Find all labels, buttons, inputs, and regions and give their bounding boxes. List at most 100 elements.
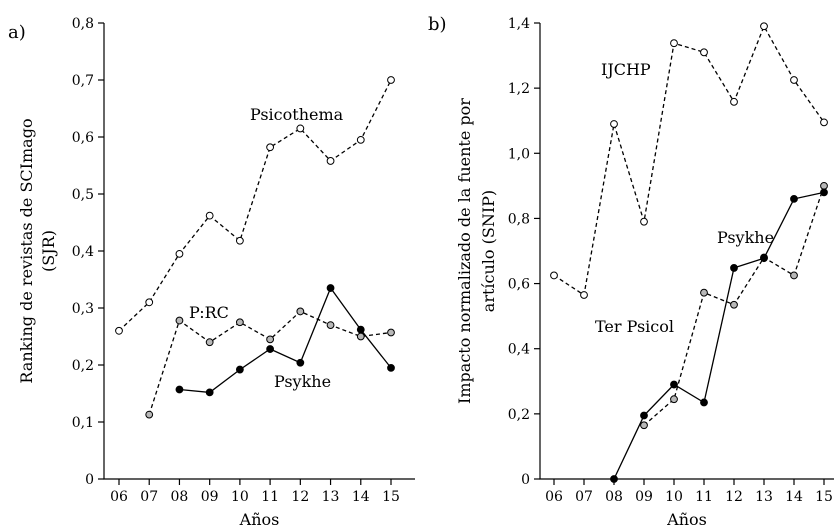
series-label: P:RC (189, 303, 229, 322)
y-tick-label: 0,6 (508, 277, 530, 293)
x-tick-label: 11 (261, 489, 279, 505)
x-tick-label: 07 (140, 489, 158, 505)
data-point (820, 118, 828, 127)
series-ijchp: IJCHP (550, 22, 828, 299)
y-tick-label: 0,1 (72, 415, 94, 431)
data-point (175, 385, 184, 394)
series-line (613, 191, 825, 480)
data-point (326, 284, 335, 292)
x-tick-label: 12 (725, 489, 743, 505)
series-line (553, 24, 825, 297)
data-point (730, 300, 738, 309)
data-point (296, 358, 305, 367)
data-point (115, 326, 123, 335)
y-tick-label: 0,3 (72, 301, 94, 317)
y-tick-label: 0 (521, 472, 530, 488)
y-tick-label: 0,8 (72, 16, 94, 32)
x-tick-label: 10 (231, 489, 249, 505)
x-tick-label: 14 (352, 489, 370, 505)
data-point (326, 157, 335, 165)
data-point (387, 328, 395, 337)
data-point (790, 76, 798, 84)
x-tick-label: 13 (322, 489, 340, 505)
x-tick-label: 06 (545, 489, 563, 505)
series-psicothema: Psicothema (115, 76, 395, 335)
y-tick-label: 0,4 (72, 244, 94, 260)
panel-label: a) (8, 22, 26, 43)
series-line (118, 79, 392, 332)
data-point (175, 316, 184, 325)
data-point (730, 97, 738, 106)
data-point (235, 318, 244, 327)
data-point (610, 120, 618, 128)
series-line (148, 310, 392, 415)
data-point (356, 325, 365, 334)
x-tick-label: 11 (695, 489, 713, 505)
y-tick-label: 0 (85, 472, 94, 488)
series-line (179, 286, 392, 394)
x-tick-label: 08 (605, 489, 623, 505)
data-point (640, 217, 648, 226)
data-point (205, 388, 214, 397)
data-point (296, 124, 305, 133)
data-point (640, 411, 648, 420)
data-point (145, 298, 154, 307)
y-tick-label: 0,7 (72, 73, 94, 89)
data-point (670, 39, 678, 48)
data-point (235, 365, 244, 374)
data-point (356, 332, 365, 341)
y-tick-label: 0,8 (508, 211, 530, 227)
data-point (356, 135, 365, 144)
series-p-rc: P:RC (145, 303, 395, 419)
data-point (700, 48, 708, 57)
data-point (700, 398, 708, 407)
y-tick-label: 0,2 (508, 407, 530, 423)
x-tick-label: 14 (785, 489, 803, 505)
series-label: Psicothema (250, 105, 344, 124)
data-point (205, 338, 214, 347)
series-label: Psykhe (717, 228, 774, 247)
data-point (205, 211, 214, 220)
axis-lines (103, 23, 415, 480)
data-point (266, 345, 275, 353)
series-ter-psicol: Ter Psicol (595, 181, 828, 430)
axis-lines (539, 23, 834, 480)
data-point (296, 307, 305, 316)
x-axis-title: Años (666, 510, 707, 529)
panel-label: b) (428, 14, 447, 35)
panel-b: 0 0,2 0,4 0,6 0,8 1,0 1,2 1,4 06 07 08 09 10 11 12 13 14… (428, 14, 834, 529)
data-point (670, 380, 678, 389)
data-point (145, 410, 154, 419)
data-point (326, 321, 335, 330)
data-point (175, 249, 184, 258)
y-tick-label: 1,0 (508, 146, 530, 162)
y-axis-title: Ranking de revistas de SCImago (17, 118, 36, 383)
data-point (790, 194, 798, 203)
x-tick-label: 13 (755, 489, 773, 505)
series-label: Ter Psicol (595, 317, 674, 336)
data-point (640, 421, 648, 430)
y-tick-label: 0,5 (72, 187, 94, 203)
data-point (387, 363, 395, 372)
x-axis-title: Años (239, 510, 280, 529)
y-tick-label: 0,2 (72, 358, 94, 374)
data-point (266, 335, 275, 344)
data-point (235, 236, 244, 245)
y-tick-label: 0,4 (508, 342, 530, 358)
x-tick-label: 15 (382, 489, 400, 505)
x-tick-label: 15 (815, 489, 833, 505)
y-axis-title: artículo (SNIP) (479, 190, 498, 312)
y-tick-label: 1,4 (508, 16, 530, 32)
x-tick-label: 06 (110, 489, 128, 505)
data-point (550, 271, 558, 280)
series-label: Psykhe (274, 372, 331, 391)
y-tick-label: 1,2 (508, 81, 530, 97)
data-point (387, 76, 395, 84)
panel-a: 0 0,1 0,2 0,3 0,4 0,5 0,6 0,7 0,8 06 07 08 09 10 11 12 1… (8, 16, 415, 529)
x-tick-label: 09 (201, 489, 219, 505)
x-tick-label: 10 (665, 489, 683, 505)
data-point (760, 22, 768, 31)
data-point (670, 395, 678, 404)
x-tick-label: 07 (575, 489, 593, 505)
y-axis-title: (SJR) (39, 230, 58, 272)
